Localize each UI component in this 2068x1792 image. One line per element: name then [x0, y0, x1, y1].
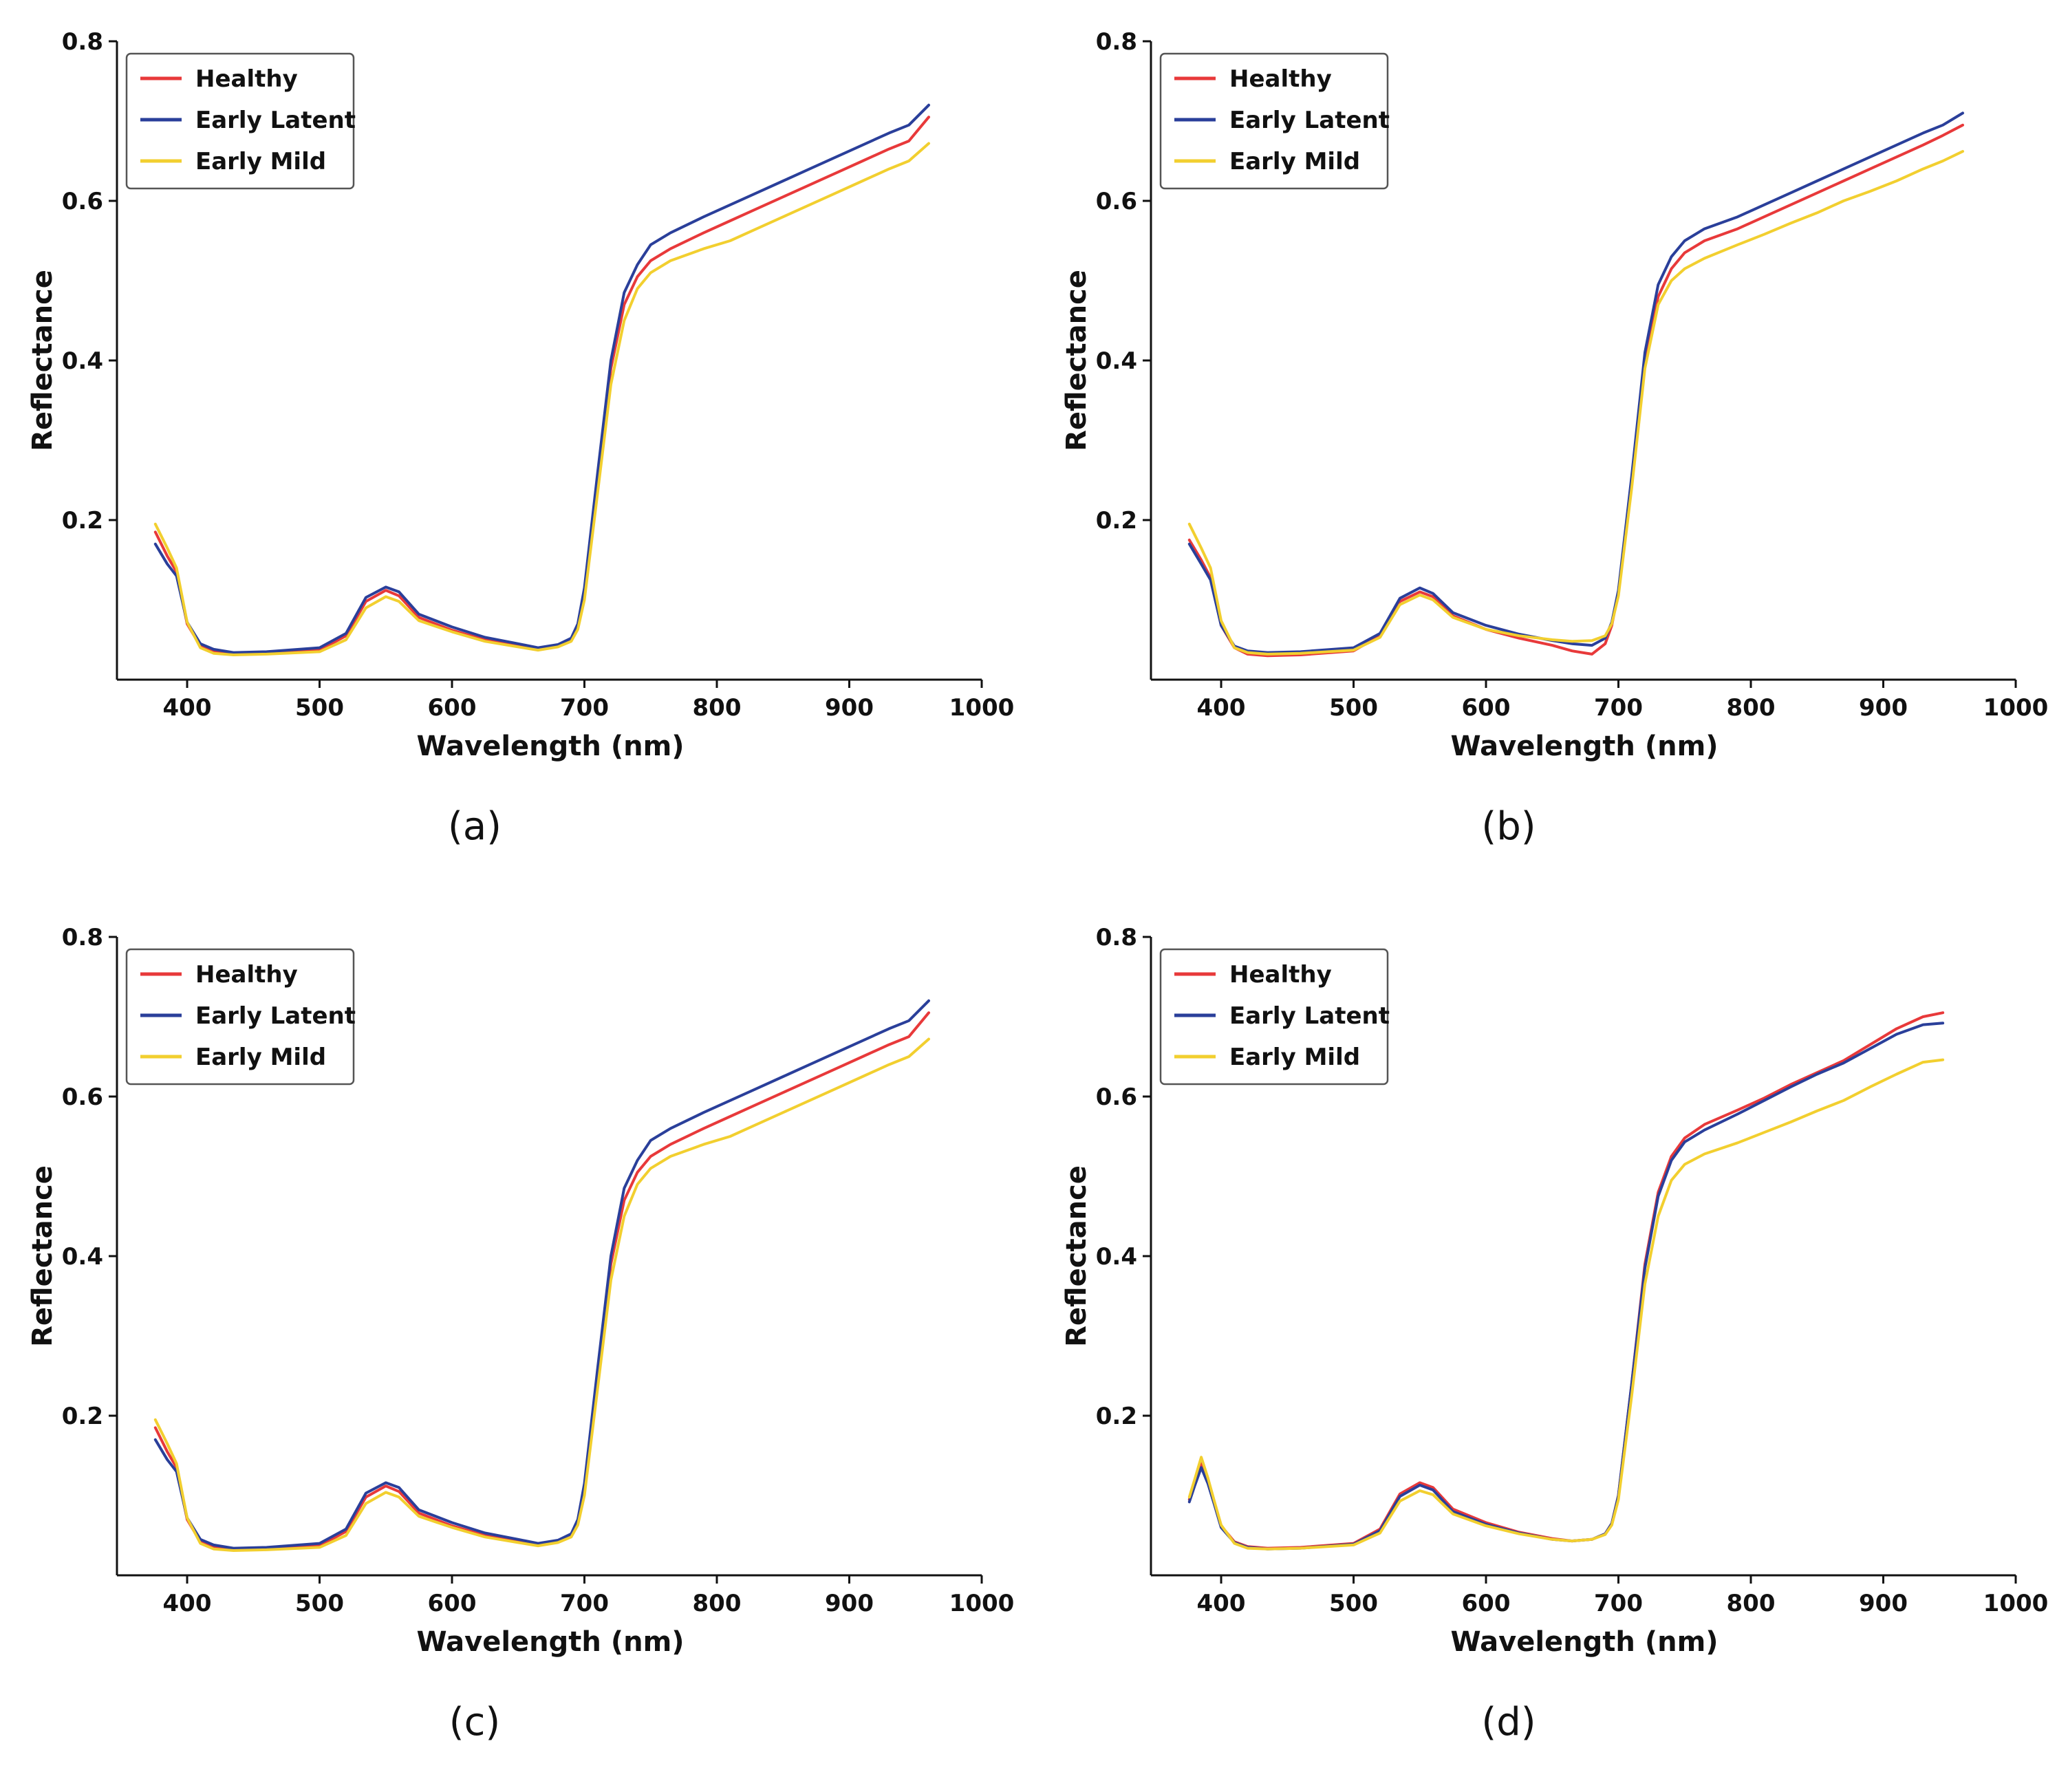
y-tick-label: 0.6	[62, 1083, 103, 1111]
x-tick-label: 600	[1462, 694, 1511, 722]
x-tick-label: 800	[1727, 1590, 1776, 1617]
series-line-early-latent	[1187, 1022, 1945, 1551]
x-tick-label: 400	[163, 694, 212, 722]
legend-label: Early Latent	[1229, 1002, 1390, 1030]
y-tick-label: 0.4	[62, 1243, 103, 1271]
series-line-healthy	[1187, 1011, 1945, 1550]
legend-label: Early Mild	[1229, 148, 1360, 175]
x-tick-label: 1000	[949, 1590, 1015, 1617]
x-axis-title: Wavelength (nm)	[416, 1626, 684, 1658]
legend: Healthy Early Latent Early Mild	[125, 52, 356, 190]
series-line-early-mild	[1187, 150, 1964, 656]
x-tick-label: 600	[1462, 1590, 1511, 1617]
legend-label: Early Latent	[1229, 107, 1390, 134]
panel-label: (b)	[1481, 804, 1536, 849]
legend-frame	[1159, 52, 1389, 190]
x-axis-title: Wavelength (nm)	[1450, 731, 1718, 762]
x-tick-label: 700	[1594, 1590, 1643, 1617]
x-tick-label: 600	[428, 694, 477, 722]
legend-label: Early Latent	[195, 1002, 356, 1030]
y-tick-label: 0.2	[62, 507, 103, 535]
y-tick-label: 0.4	[1096, 347, 1137, 375]
legend-label: Early Mild	[195, 148, 326, 175]
x-tick-label: 500	[295, 694, 344, 722]
x-tick-label: 900	[1859, 1590, 1908, 1617]
y-tick-label: 0.6	[1096, 188, 1137, 215]
panel-label: (a)	[448, 804, 502, 849]
x-tick-label: 500	[1329, 1590, 1378, 1617]
x-axis-title: Wavelength (nm)	[1450, 1626, 1718, 1658]
y-tick-label: 0.4	[62, 347, 103, 375]
x-tick-label: 700	[1594, 694, 1643, 722]
legend-label: Early Mild	[1229, 1044, 1360, 1071]
legend-frame	[125, 948, 355, 1086]
y-tick-label: 0.2	[1096, 507, 1137, 535]
legend: Healthy Early Latent Early Mild	[1159, 948, 1390, 1086]
y-tick-label: 0.8	[62, 924, 103, 951]
legend-frame	[125, 52, 355, 190]
x-tick-label: 700	[560, 694, 609, 722]
series-line-healthy	[1187, 123, 1964, 658]
x-axis-title: Wavelength (nm)	[416, 731, 684, 762]
legend-label: Healthy	[195, 65, 298, 93]
panel-label: (d)	[1481, 1700, 1536, 1745]
series-line-healthy	[153, 1011, 930, 1551]
y-tick-label: 0.8	[1096, 28, 1137, 56]
chart-panel-a: 400 500 600 700 800 900 1000 0.2 0.4 0.6 0.8 Wavele…	[27, 28, 1014, 849]
series-line-healthy	[153, 116, 930, 656]
x-tick-label: 1000	[1983, 1590, 2049, 1617]
x-tick-label: 400	[1197, 1590, 1246, 1617]
chart-panel-d: 400 500 600 700 800 900 1000 0.2 0.4 0.6 0.8 Wavele…	[1061, 924, 2048, 1745]
legend-label: Healthy	[1229, 961, 1332, 989]
x-tick-label: 700	[560, 1590, 609, 1617]
x-tick-label: 500	[295, 1590, 344, 1617]
y-axis-title: Reflectance	[1061, 270, 1092, 451]
series-line-early-mild	[153, 142, 930, 656]
legend-label: Early Latent	[195, 107, 356, 134]
x-tick-label: 900	[825, 1590, 874, 1617]
y-tick-label: 0.8	[62, 28, 103, 56]
y-tick-label: 0.4	[1096, 1243, 1137, 1271]
series-line-early-latent	[153, 999, 930, 1550]
x-tick-label: 800	[693, 694, 742, 722]
x-tick-label: 900	[825, 694, 874, 722]
y-axis-title: Reflectance	[27, 1165, 58, 1347]
y-tick-label: 0.2	[1096, 1403, 1137, 1430]
x-tick-label: 400	[1197, 694, 1246, 722]
legend-frame	[1159, 948, 1389, 1086]
x-tick-label: 600	[428, 1590, 477, 1617]
x-tick-label: 900	[1859, 694, 1908, 722]
series-line-early-latent	[1187, 111, 1964, 654]
y-tick-label: 0.6	[62, 188, 103, 215]
y-tick-label: 0.8	[1096, 924, 1137, 951]
x-tick-label: 800	[1727, 694, 1776, 722]
x-tick-label: 400	[163, 1590, 212, 1617]
panel-label: (c)	[449, 1700, 500, 1745]
y-axis-title: Reflectance	[27, 270, 58, 451]
x-tick-label: 500	[1329, 694, 1378, 722]
chart-panel-c: 400 500 600 700 800 900 1000 0.2 0.4 0.6 0.8 Wavele…	[27, 924, 1014, 1745]
y-tick-label: 0.2	[62, 1403, 103, 1430]
legend-label: Healthy	[195, 961, 298, 989]
series-line-early-mild	[153, 1037, 930, 1552]
x-tick-label: 1000	[949, 694, 1015, 722]
legend: Healthy Early Latent Early Mild	[1159, 52, 1390, 190]
series-line-early-mild	[1187, 1058, 1945, 1551]
y-axis-title: Reflectance	[1061, 1165, 1092, 1347]
y-tick-label: 0.6	[1096, 1083, 1137, 1111]
x-tick-label: 800	[693, 1590, 742, 1617]
legend: Healthy Early Latent Early Mild	[125, 948, 356, 1086]
legend-label: Healthy	[1229, 65, 1332, 93]
series-line-early-latent	[153, 103, 930, 654]
x-tick-label: 1000	[1983, 694, 2049, 722]
legend-label: Early Mild	[195, 1044, 326, 1071]
chart-panel-b: 400 500 600 700 800 900 1000 0.2 0.4 0.6 0.8 Wavele…	[1061, 28, 2048, 849]
